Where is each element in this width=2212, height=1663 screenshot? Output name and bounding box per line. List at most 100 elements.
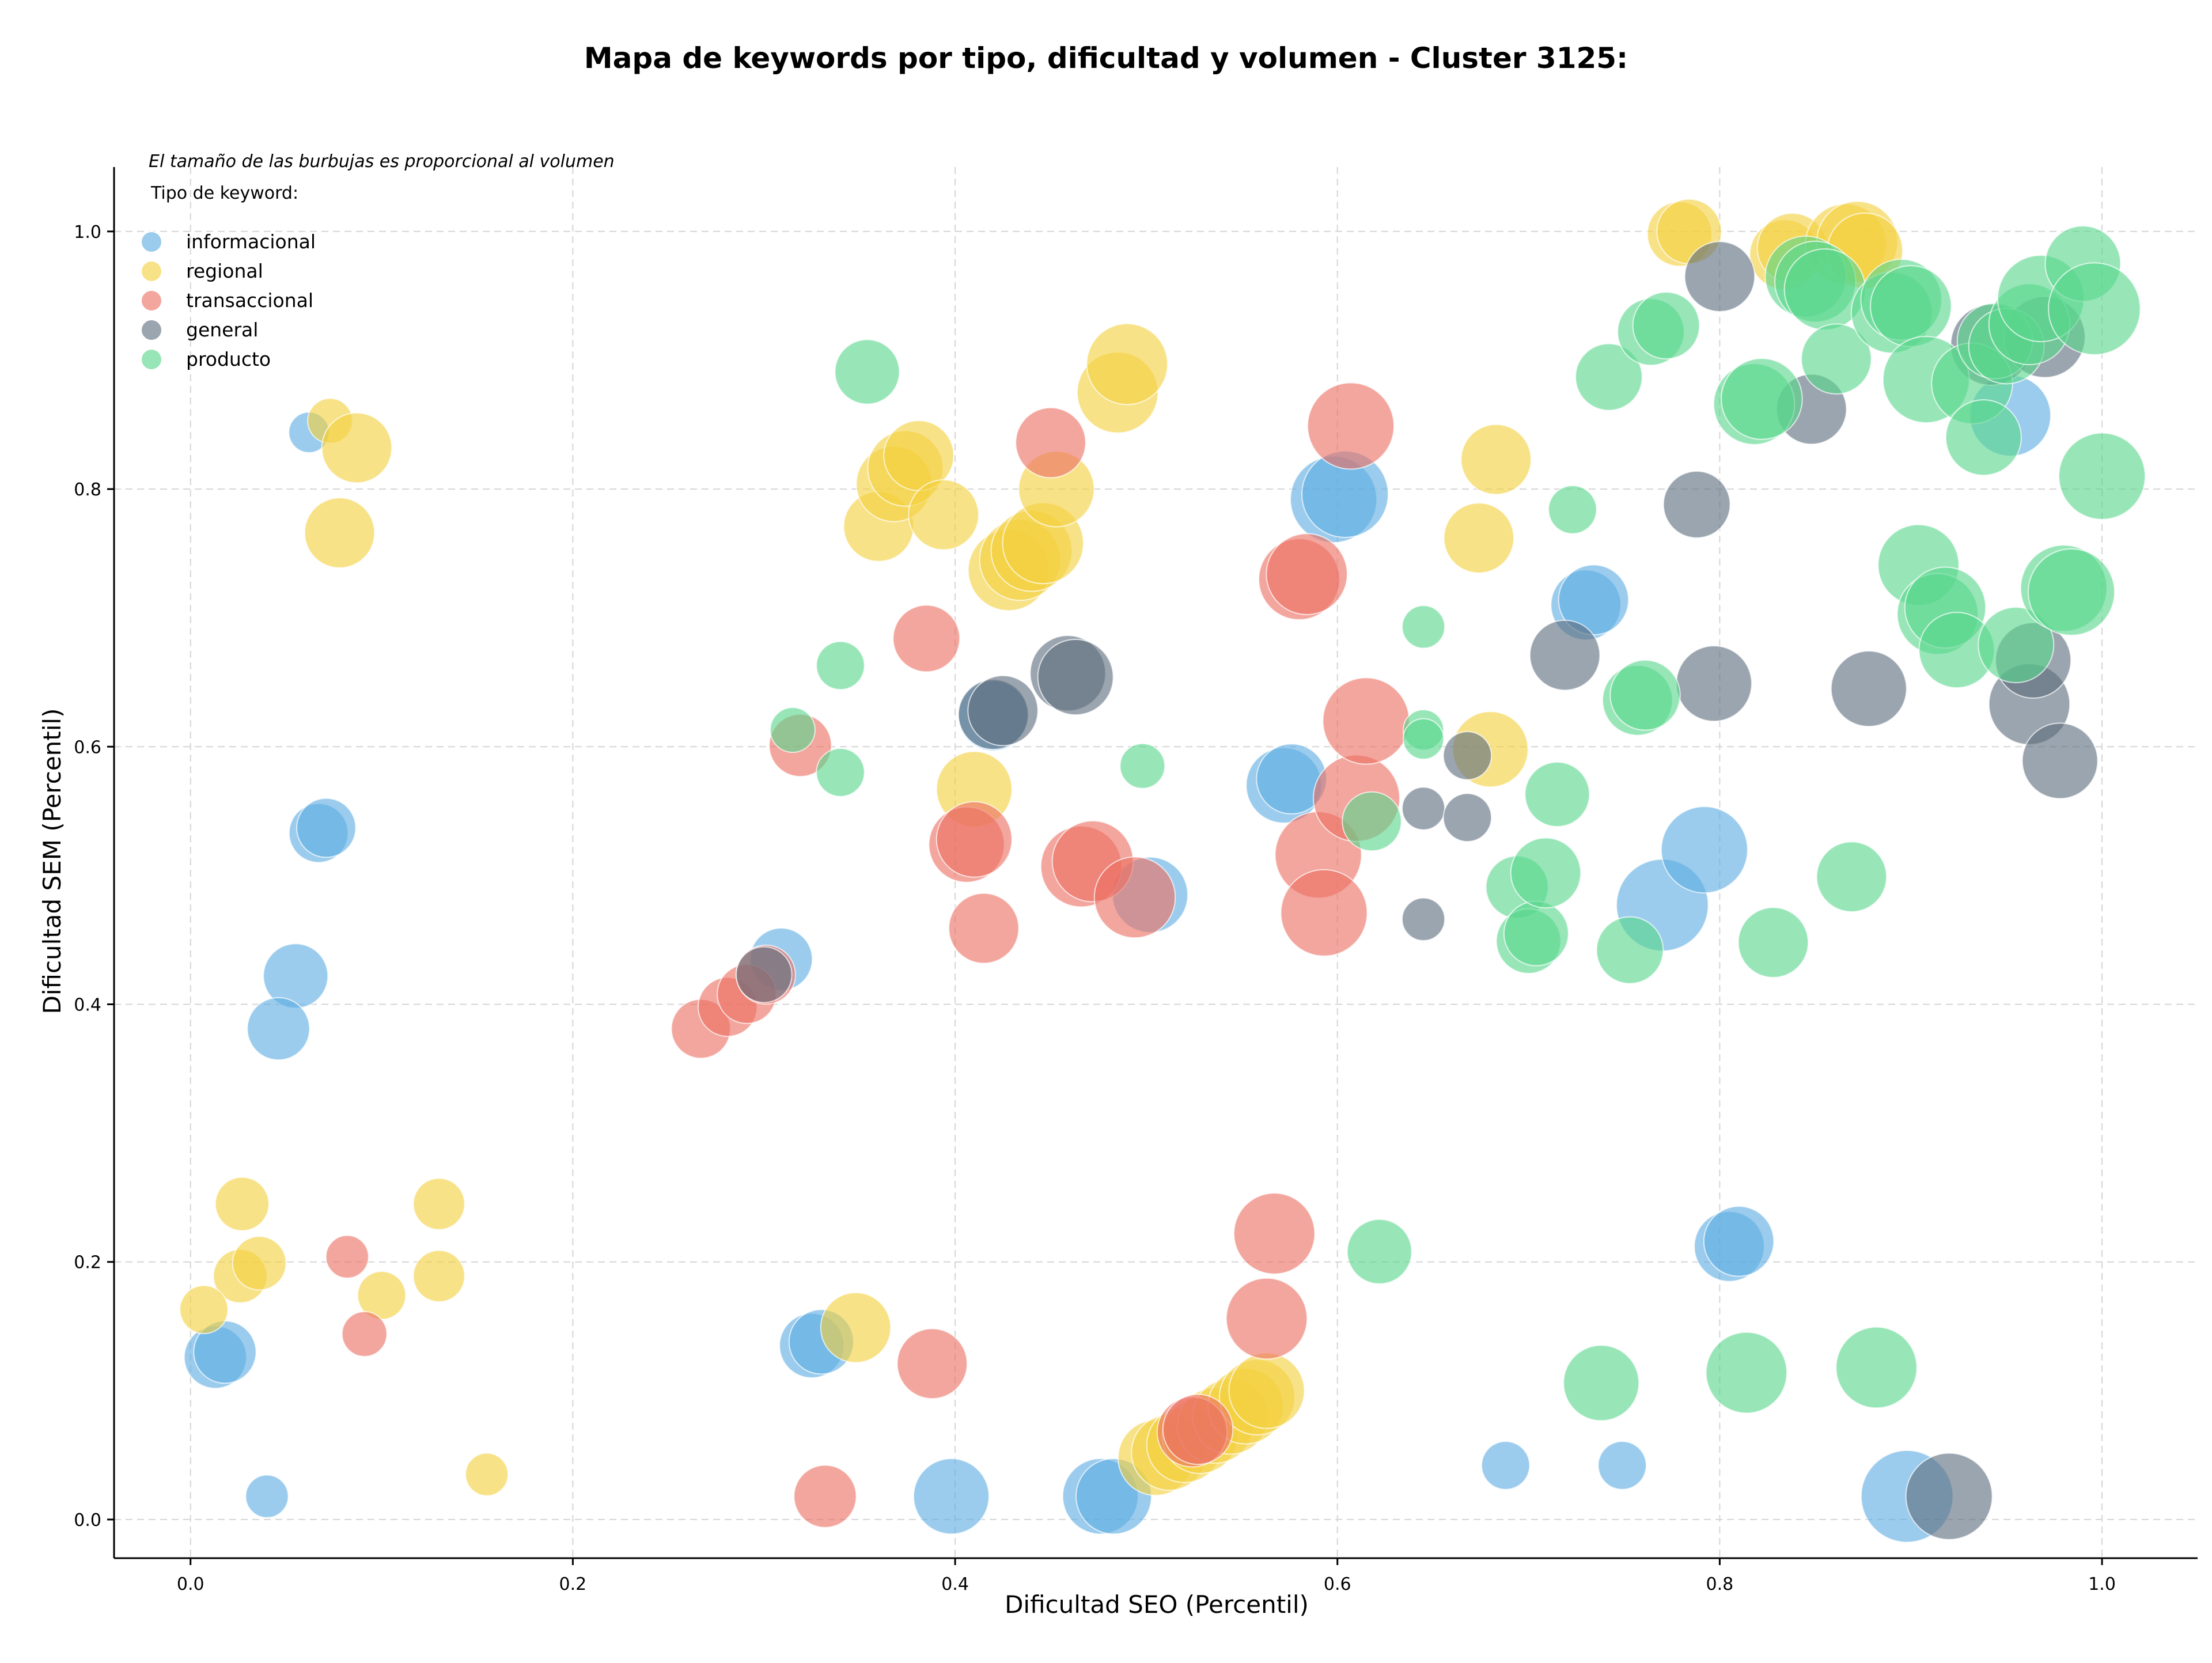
bubble-regional: [1460, 423, 1532, 495]
x-tick-label: 0.8: [1706, 1574, 1734, 1594]
bubble-transaccional: [896, 1328, 968, 1400]
axes: 0.0 0.2 0.4 0.6 0.8 1.0 0.0 0.2 0.4 0.6 0.8 1.0: [74, 167, 2198, 1594]
bubble-transaccional: [1280, 869, 1368, 957]
bubble-transaccional: [1162, 1393, 1234, 1465]
bubble-producto: [1869, 265, 1952, 347]
bubble-general: [1830, 650, 1907, 728]
bubble-regional: [412, 1177, 465, 1230]
bubble-transaccional: [1233, 1192, 1316, 1275]
bubble-producto: [1402, 605, 1446, 649]
bubble-regional: [820, 1291, 892, 1363]
bubble-regional: [321, 412, 393, 484]
bubble-general: [1442, 793, 1493, 842]
legend-marker-producto: [141, 348, 162, 370]
size-note: El tamaño de las burbujas es proporciona…: [149, 151, 615, 172]
legend-label-general: general: [186, 319, 258, 341]
bubble-transaccional: [793, 1464, 857, 1528]
x-tick-label: 1.0: [2088, 1574, 2116, 1594]
bubble-producto: [2058, 432, 2146, 520]
bubble-general: [1442, 731, 1493, 781]
bubble-transaccional: [935, 801, 1013, 878]
bubble-producto: [834, 339, 900, 405]
bubble-transaccional: [892, 604, 961, 673]
bubble-general: [1905, 1452, 1993, 1540]
bubble-regional: [304, 497, 376, 569]
bubble-general: [1037, 639, 1114, 715]
bubble-transaccional: [1093, 856, 1176, 939]
bubble-layer: [179, 198, 2146, 1543]
bubble-producto: [2027, 548, 2115, 636]
bubble-producto: [816, 641, 865, 691]
bubble-general: [1662, 470, 1731, 539]
bubble-producto: [1575, 343, 1643, 411]
bubble-producto: [2048, 262, 2141, 355]
bubble-general: [1402, 897, 1446, 941]
bubble-producto: [1816, 841, 1888, 912]
bubble-regional: [412, 1249, 465, 1302]
legend: informacional regional transaccional genera…: [141, 230, 316, 370]
bubble-informacional: [247, 997, 310, 1061]
legend-marker-regional: [141, 260, 162, 282]
bubble-producto: [1737, 907, 1809, 978]
bubble-producto: [1978, 607, 2055, 684]
bubble-informacional: [1660, 806, 1748, 894]
bubble-producto: [1945, 399, 2022, 476]
y-tick-label: 0.0: [74, 1510, 101, 1531]
bubble-general: [1684, 241, 1756, 312]
chart-title: Mapa de keywords por tipo, dificultad y …: [584, 41, 1628, 75]
bubble-transaccional: [1015, 407, 1086, 479]
bubble-informacional: [245, 1474, 289, 1518]
y-tick-label: 0.2: [74, 1253, 101, 1273]
bubble-regional: [232, 1236, 287, 1291]
legend-label-producto: producto: [186, 348, 271, 370]
bubble-producto: [1346, 1218, 1412, 1285]
bubble-regional: [1086, 323, 1168, 406]
bubble-producto: [1342, 791, 1402, 852]
legend-marker-general: [141, 319, 162, 341]
y-tick-label: 0.4: [74, 995, 101, 1015]
legend-label-transaccional: transaccional: [186, 289, 313, 312]
bubble-regional: [179, 1285, 229, 1335]
bubble-producto: [770, 707, 816, 753]
bubble-transaccional: [1306, 382, 1395, 470]
x-tick-label: 0.0: [177, 1574, 204, 1594]
bubble-producto: [1524, 761, 1590, 827]
x-tick-label: 0.2: [559, 1574, 587, 1594]
bubble-informacional: [912, 1458, 990, 1535]
bubble-producto: [1503, 900, 1569, 967]
bubble-producto: [1801, 323, 1872, 395]
bubble-producto: [1632, 291, 1700, 359]
bubble-regional: [1228, 1352, 1305, 1429]
bubble-producto: [1835, 1326, 1918, 1409]
legend-title: Tipo de keyword:: [150, 183, 298, 203]
bubble-transaccional: [948, 892, 1020, 964]
bubble-general: [967, 675, 1039, 747]
bubble-producto: [1548, 485, 1597, 535]
x-tick-label: 0.6: [1324, 1574, 1351, 1594]
bubble-informacional: [1597, 1441, 1647, 1490]
bubble-transaccional: [1225, 1277, 1308, 1360]
bubble-transaccional: [1322, 677, 1410, 765]
bubble-general: [735, 946, 793, 1003]
bubble-transaccional: [341, 1311, 388, 1357]
y-tick-label: 1.0: [74, 222, 101, 243]
y-tick-label: 0.8: [74, 480, 101, 500]
bubble-producto: [1563, 1344, 1640, 1422]
bubble-producto: [1402, 718, 1445, 760]
y-tick-label: 0.6: [74, 737, 101, 757]
bubble-transaccional: [1266, 533, 1348, 615]
x-axis-label: Dificultad SEO (Percentil): [1005, 1590, 1309, 1619]
bubble-producto: [1609, 660, 1681, 731]
bubble-producto: [1596, 916, 1664, 984]
bubble-general: [2021, 722, 2099, 800]
legend-label-informacional: informacional: [186, 230, 316, 253]
bubble-informacional: [1481, 1441, 1531, 1490]
bubble-general: [1402, 786, 1446, 831]
bubble-regional: [1443, 502, 1515, 574]
legend-label-regional: regional: [186, 260, 263, 282]
bubble-informacional: [296, 797, 357, 858]
bubble-producto: [1705, 1331, 1788, 1414]
bubble-regional: [214, 1176, 270, 1232]
